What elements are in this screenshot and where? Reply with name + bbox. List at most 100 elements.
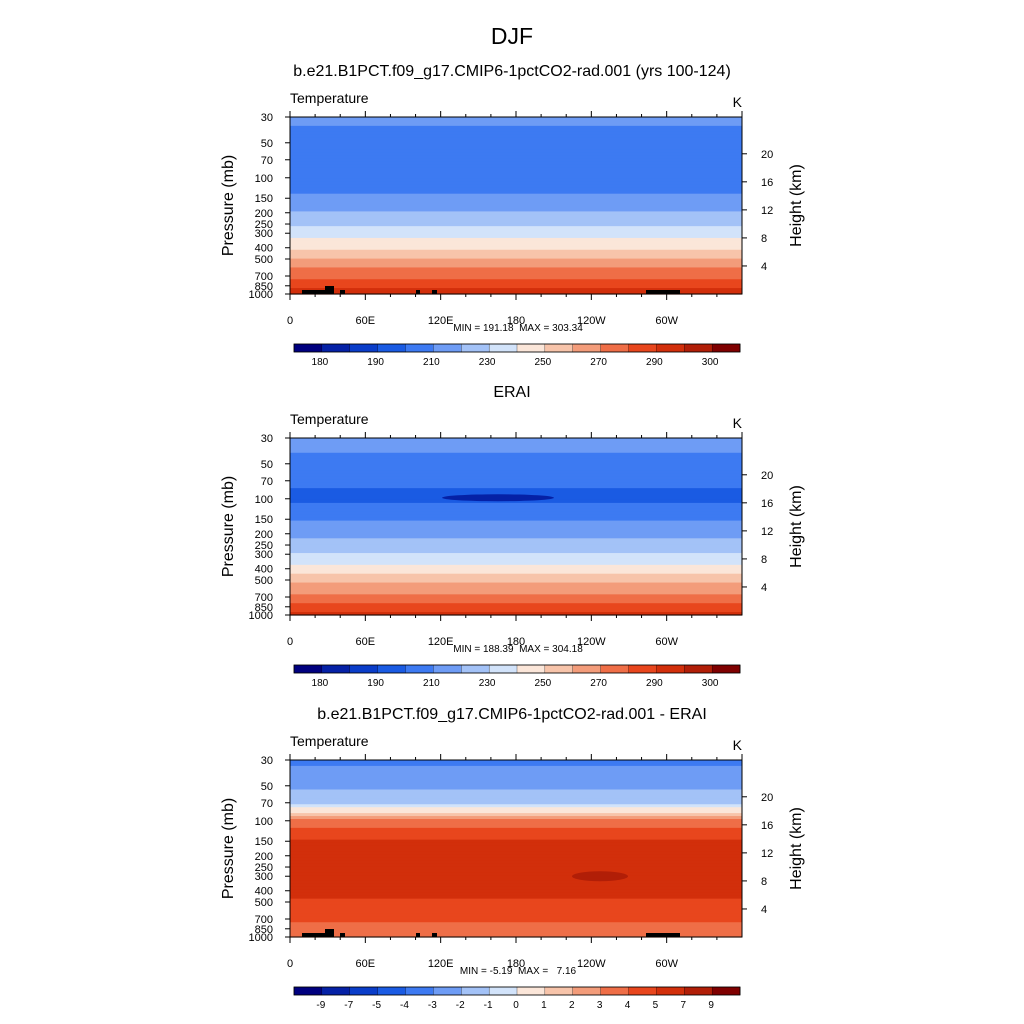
- contour-band: [290, 765, 742, 770]
- contour-band: [290, 276, 742, 280]
- colorbar-label: 250: [535, 357, 552, 368]
- contour-band: [290, 184, 742, 189]
- colorbar-swatch: [377, 986, 406, 996]
- contour-band: [290, 901, 742, 906]
- y-tick-label: 50: [261, 459, 273, 471]
- topography: [646, 933, 680, 937]
- contour-band: [290, 916, 742, 920]
- topography: [416, 290, 420, 294]
- contour-band: [290, 119, 742, 124]
- contour-band: [290, 810, 742, 814]
- contour-band: [290, 913, 742, 917]
- colorbar-label: 2: [569, 1000, 575, 1011]
- contour-band: [290, 895, 742, 900]
- colorbar-swatch: [600, 664, 629, 674]
- topography: [320, 290, 334, 294]
- colorbar-swatch: [433, 343, 462, 353]
- colorbar-swatch: [349, 986, 379, 996]
- x-tick-label: 60E: [356, 958, 376, 970]
- y-tick-label: 1000: [249, 932, 273, 944]
- colorbar-swatch: [433, 986, 462, 996]
- contour-band: [290, 762, 742, 767]
- y2-axis-title: Height (km): [788, 164, 805, 247]
- y2-tick-label: 16: [761, 498, 773, 510]
- contour-band: [290, 612, 742, 616]
- contour-band: [290, 158, 742, 162]
- contour-band: [290, 848, 742, 853]
- colorbar-swatch: [600, 986, 629, 996]
- contour-band: [290, 863, 742, 867]
- colorbar-label: 180: [312, 678, 329, 689]
- contour-band: [290, 931, 742, 935]
- y-tick-label: 250: [255, 540, 273, 552]
- y-tick-label: 30: [261, 755, 273, 767]
- y2-tick-label: 20: [761, 149, 773, 161]
- colorbar-swatch: [628, 343, 657, 353]
- colorbar-swatch: [572, 664, 602, 674]
- contour-band: [290, 783, 742, 788]
- topography: [340, 290, 345, 294]
- contour-band: [290, 125, 742, 130]
- colorbar-swatch: [544, 343, 574, 353]
- contour-band: [290, 851, 742, 855]
- variable-label: Temperature: [290, 411, 369, 427]
- y-tick-label: 500: [255, 897, 273, 909]
- x-tick-label: 120E: [428, 958, 454, 970]
- y-axis-title: Pressure (mb): [220, 476, 237, 577]
- colorbar-label: 250: [535, 678, 552, 689]
- colorbar-label: -2: [456, 1000, 465, 1011]
- contour-band: [290, 196, 742, 201]
- colorbar-swatch: [516, 343, 546, 353]
- y2-tick-label: 12: [761, 848, 773, 860]
- contour-band: [290, 226, 742, 230]
- colorbar-swatch: [516, 664, 546, 674]
- colorbar-label: 300: [702, 357, 719, 368]
- contour-band: [290, 149, 742, 153]
- x-tick-label: 60W: [655, 315, 678, 327]
- topography: [325, 286, 334, 290]
- colorbar-swatch: [349, 664, 379, 674]
- contour-band: [290, 529, 742, 533]
- x-tick-label: 120W: [577, 315, 606, 327]
- contour-band: [290, 804, 742, 808]
- contour-band: [290, 798, 742, 802]
- contour-band: [290, 866, 742, 870]
- y2-tick-label: 4: [761, 582, 767, 594]
- contour-band: [290, 152, 742, 156]
- figure-title: DJF: [491, 23, 533, 49]
- contour-band: [290, 473, 742, 477]
- contour-band: [290, 594, 742, 598]
- contour-band: [290, 777, 742, 782]
- x-tick-label: 60E: [356, 636, 376, 648]
- colorbar-swatch: [405, 343, 434, 353]
- contour-band: [290, 491, 742, 495]
- contour-band: [290, 440, 742, 445]
- cold-core-contour: [442, 494, 554, 502]
- x-tick-label: 0: [287, 636, 293, 648]
- colorbar-swatch: [684, 343, 713, 353]
- contour-band: [290, 252, 742, 257]
- colorbar-swatch: [572, 986, 602, 996]
- colorbar-swatch: [488, 664, 518, 674]
- y2-tick-label: 16: [761, 820, 773, 832]
- colorbar-swatch: [405, 986, 434, 996]
- contour-band: [290, 258, 742, 263]
- contour-band: [290, 517, 742, 522]
- contour-band: [290, 464, 742, 469]
- contour-band: [290, 161, 742, 165]
- contour-band: [290, 813, 742, 817]
- colorbar-label: 3: [597, 1000, 603, 1011]
- contour-band: [290, 836, 742, 841]
- y-tick-label: 1000: [249, 610, 273, 622]
- contour-band: [290, 600, 742, 604]
- x-tick-label: 120W: [577, 958, 606, 970]
- contour-band: [290, 523, 742, 528]
- contour-band: [290, 122, 742, 127]
- contour-band: [290, 137, 742, 142]
- y-tick-label: 400: [255, 886, 273, 898]
- topography: [646, 290, 680, 294]
- contour-band: [290, 934, 742, 938]
- y-tick-label: 150: [255, 836, 273, 848]
- contour-band: [290, 792, 742, 796]
- contour-band: [290, 220, 742, 224]
